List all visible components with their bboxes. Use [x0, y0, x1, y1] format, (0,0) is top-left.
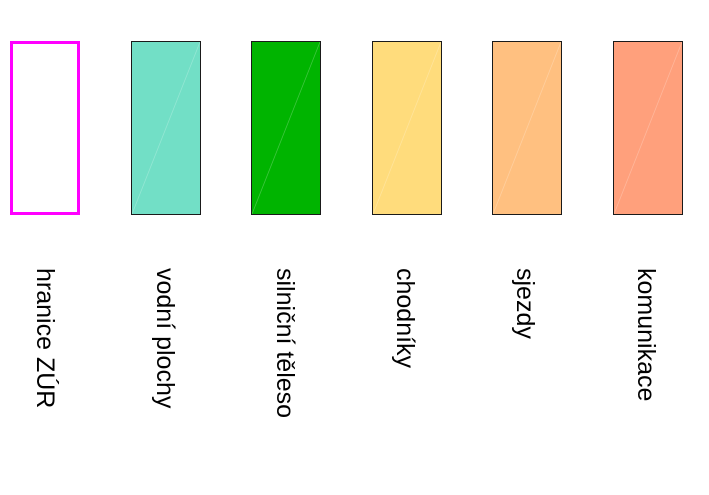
legend-label-sjezdy: sjezdy: [511, 268, 539, 339]
legend-swatch-chodniky: [372, 41, 442, 215]
legend-item-silnicni-teleso: silniční těleso: [0, 0, 321, 495]
legend-swatch-komunikace: [613, 41, 683, 215]
legend-item-hranice-zur: hranice ZÚR: [0, 0, 120, 495]
legend-label-komunikace: komunikace: [632, 268, 660, 402]
legend-item-vodni-plochy: vodní plochy: [0, 0, 201, 495]
legend-label-hranice-zur: hranice ZÚR: [31, 268, 59, 409]
legend-item-chodniky: chodníky: [0, 0, 442, 495]
legend-label-silnicni-teleso: silniční těleso: [271, 268, 299, 419]
legend-item-komunikace: komunikace: [0, 0, 683, 495]
legend-swatch-silnicni-teleso: [251, 41, 321, 215]
legend-label-chodniky: chodníky: [391, 268, 419, 369]
legend-label-vodni-plochy: vodní plochy: [151, 268, 179, 409]
legend-item-sjezdy: sjezdy: [0, 0, 562, 495]
legend-swatch-sjezdy: [492, 41, 562, 215]
legend-swatch-vodni-plochy: [131, 41, 201, 215]
legend-swatch-hranice-zur: [10, 41, 80, 215]
